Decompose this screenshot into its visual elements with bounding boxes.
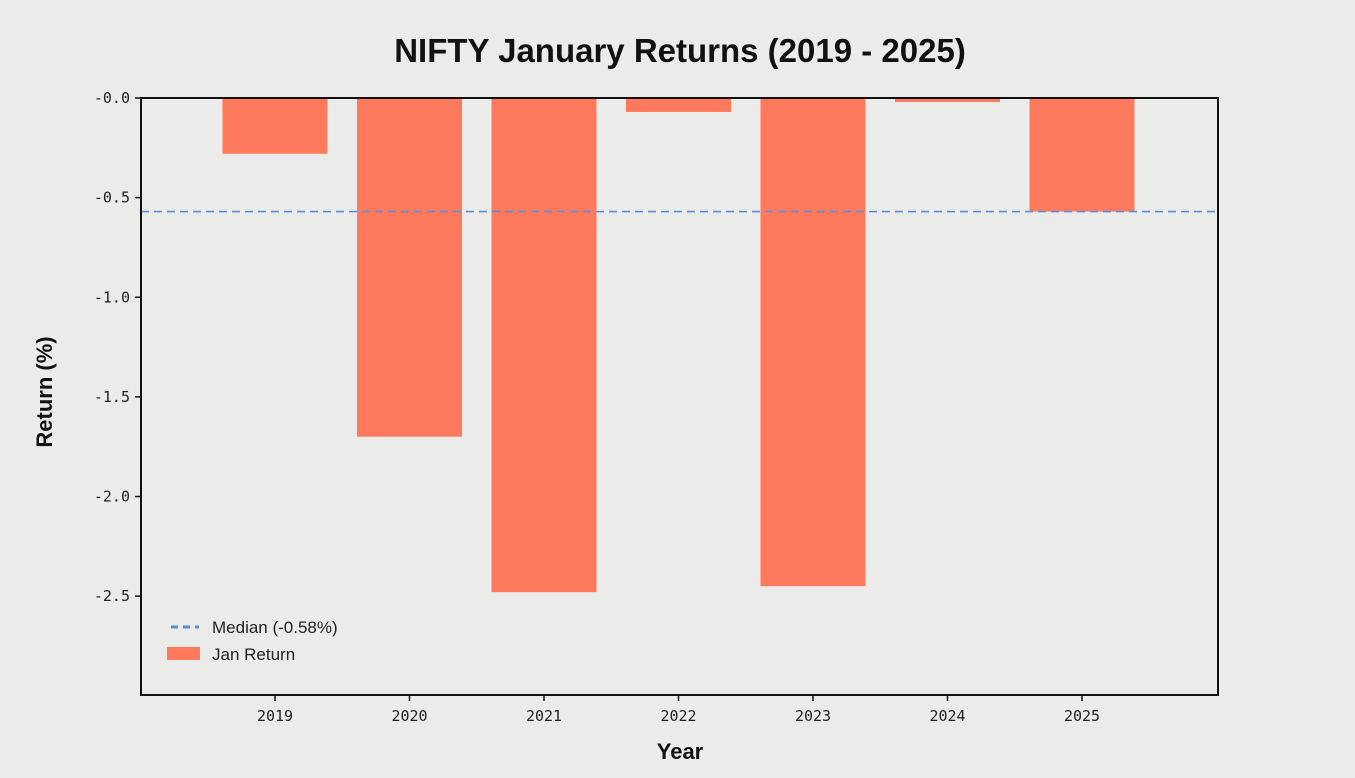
legend: Median (-0.58%) Jan Return — [167, 618, 338, 664]
bars-group — [222, 98, 1135, 593]
bar-2023 — [760, 98, 866, 587]
chart-title: NIFTY January Returns (2019 - 2025) — [394, 32, 966, 69]
bar-2024 — [895, 98, 1000, 102]
y-tick-label: -2.0 — [94, 488, 130, 506]
x-tick-label: 2023 — [795, 707, 831, 725]
bar-2025 — [1029, 98, 1135, 212]
y-axis-ticks: -0.0 -0.5 -1.0 -1.5 -2.0 -2.5 — [94, 89, 141, 605]
y-tick-label: -1.5 — [94, 388, 130, 406]
y-tick-label: -1.0 — [94, 288, 130, 306]
y-tick-label: -2.5 — [94, 587, 130, 605]
y-tick-label: -0.0 — [94, 89, 130, 107]
bar-2022 — [626, 98, 731, 112]
x-tick-label: 2024 — [929, 707, 965, 725]
legend-jan-return-swatch — [167, 647, 200, 660]
y-tick-label: -0.5 — [94, 189, 130, 207]
x-tick-label: 2022 — [660, 707, 696, 725]
bar-2020 — [357, 98, 462, 437]
legend-median-label: Median (-0.58%) — [212, 618, 338, 637]
y-axis-label: Return (%) — [32, 336, 57, 447]
x-tick-label: 2021 — [526, 707, 562, 725]
x-tick-label: 2019 — [257, 707, 293, 725]
x-tick-label: 2020 — [391, 707, 427, 725]
legend-jan-return-label: Jan Return — [212, 645, 295, 664]
x-tick-label: 2025 — [1064, 707, 1100, 725]
bar-2019 — [222, 98, 328, 154]
x-axis-ticks: 2019 2020 2021 2022 2023 2024 2025 — [257, 695, 1100, 725]
bar-2021 — [491, 98, 597, 593]
x-axis-label: Year — [657, 739, 704, 764]
